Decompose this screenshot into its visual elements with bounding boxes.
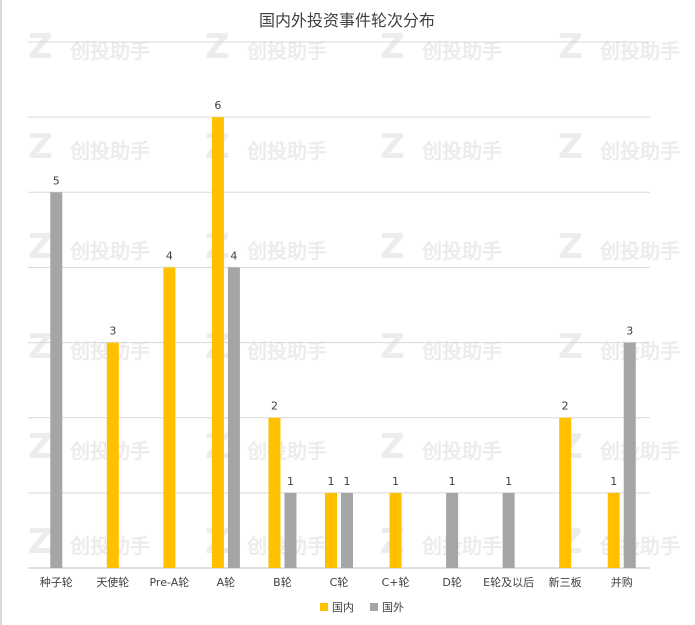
bars [50, 117, 636, 569]
data-label: 6 [214, 99, 221, 112]
watermark-logo-icon: Z [380, 227, 405, 267]
data-label: 1 [392, 475, 399, 488]
bar-domestic [163, 267, 176, 568]
watermark-logo-icon: Z [380, 27, 405, 67]
watermark-text: 创投助手 [246, 239, 327, 263]
data-label: 1 [610, 475, 617, 488]
data-label: 5 [53, 174, 60, 187]
watermark-text: 创投助手 [69, 139, 150, 163]
watermark-logo-icon: Z [28, 27, 53, 67]
watermark-logo-icon: Z [558, 327, 583, 367]
watermark-logo-icon: Z [380, 127, 405, 167]
x-tick-label: C+轮 [382, 575, 410, 589]
watermark-text: 创投助手 [246, 139, 327, 163]
bar-foreign [227, 267, 240, 568]
bar-domestic [106, 342, 119, 568]
watermark-logo-icon: Z [28, 327, 53, 367]
watermark-logo-icon: Z [28, 227, 53, 267]
data-label: 1 [505, 475, 512, 488]
watermark-logo-icon: Z [380, 327, 405, 367]
watermark-text: 创投助手 [69, 239, 150, 263]
bar-foreign [623, 342, 636, 568]
data-label: 1 [328, 475, 335, 488]
x-tick-label: 并购 [611, 575, 633, 589]
bar-foreign [341, 492, 353, 568]
legend: 国内 国外 [320, 600, 404, 614]
x-tick-label: C轮 [330, 575, 349, 589]
watermark-logo-icon: Z [205, 27, 230, 67]
watermark-text: 创投助手 [599, 39, 680, 63]
data-label: 3 [109, 325, 116, 338]
bar-foreign [446, 492, 459, 568]
x-tick-label: E轮及以后 [483, 575, 534, 589]
watermark-text: 创投助手 [421, 439, 502, 463]
bar-domestic [559, 417, 572, 568]
gridlines [28, 41, 650, 569]
watermark-text: 创投助手 [599, 239, 680, 263]
bar-domestic [325, 492, 337, 568]
data-label: 1 [449, 475, 456, 488]
data-label: 1 [344, 475, 351, 488]
data-label: 2 [562, 400, 569, 413]
x-tick-label: 新三板 [549, 575, 582, 589]
x-tick-label: 天使轮 [96, 575, 129, 589]
bar-foreign [502, 492, 515, 568]
bar-domestic [389, 492, 402, 568]
watermark-logo-icon: Z [558, 27, 583, 67]
watermark-text: 创投助手 [421, 39, 502, 63]
x-tick-label: B轮 [273, 575, 292, 589]
x-tick-label: D轮 [442, 575, 461, 589]
watermark-text: 创投助手 [69, 39, 150, 63]
watermark-logo-icon: Z [28, 522, 53, 562]
x-tick-label: 种子轮 [40, 575, 73, 589]
data-label: 1 [287, 475, 294, 488]
data-label: 2 [271, 400, 278, 413]
legend-swatch [320, 603, 328, 611]
watermark-logo-icon: Z [558, 227, 583, 267]
bar-domestic [211, 117, 224, 569]
watermark-text: 创投助手 [599, 139, 680, 163]
watermark-layer: Z 创投助手 Z 创投助手 Z 创投助手 Z 创投助手 Z 创投助手 Z 创投助手 Z 创投助手 Z 创投助手… [28, 27, 680, 562]
data-label: 3 [626, 325, 633, 338]
watermark-text: 创投助手 [421, 139, 502, 163]
bar-foreign [50, 192, 63, 569]
chart-title: 国内外投资事件轮次分布 [259, 11, 435, 30]
watermark-logo-icon: Z [380, 427, 405, 467]
watermark-text: 创投助手 [246, 439, 327, 463]
left-border [0, 0, 2, 625]
legend-label: 国内 [332, 600, 354, 614]
watermark-text: 创投助手 [246, 39, 327, 63]
watermark-text: 创投助手 [421, 534, 502, 558]
watermark-text: 创投助手 [599, 439, 680, 463]
bar-domestic [268, 417, 281, 568]
watermark-text: 创投助手 [421, 239, 502, 263]
bar-foreign [284, 492, 297, 568]
watermark-logo-icon: Z [28, 127, 53, 167]
x-tick-labels: 种子轮 天使轮 Pre-A轮 A轮 B轮 C轮 C+轮 D轮 E轮及以后 新三板 并购 [40, 575, 633, 589]
data-label: 4 [166, 249, 173, 262]
x-tick-label: Pre-A轮 [149, 575, 189, 589]
watermark-logo-icon: Z [558, 127, 583, 167]
data-label: 4 [230, 249, 237, 262]
watermark-logo-icon: Z [28, 427, 53, 467]
x-tick-label: A轮 [217, 575, 236, 589]
bar-domestic [607, 492, 620, 568]
legend-label: 国外 [382, 601, 404, 614]
legend-swatch [370, 603, 378, 611]
